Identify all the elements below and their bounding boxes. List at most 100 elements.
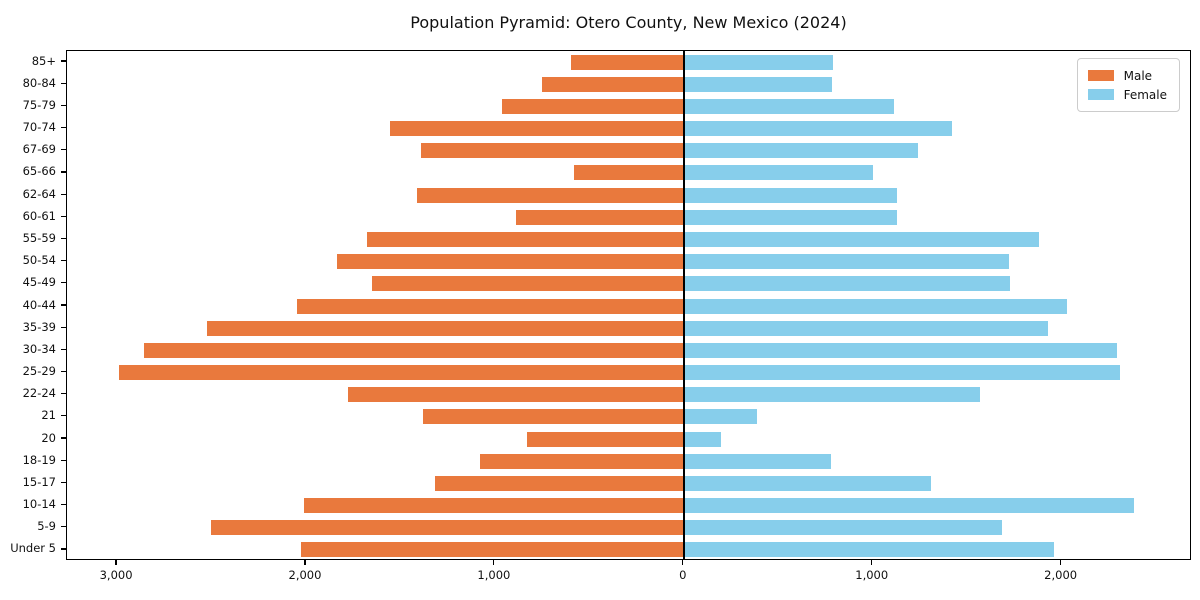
- y-tick-label: 85+: [31, 53, 56, 68]
- bar-male: [423, 409, 684, 425]
- y-tick-mark: [61, 149, 66, 151]
- y-tick-mark: [61, 326, 66, 328]
- bar-male: [527, 431, 684, 447]
- bar-male: [479, 453, 684, 469]
- bar-female: [683, 520, 1003, 536]
- x-tick-mark: [682, 560, 684, 565]
- bar-male: [542, 76, 684, 92]
- bar-male: [348, 387, 684, 403]
- y-tick-mark: [61, 370, 66, 373]
- y-tick-label: 75-79: [22, 97, 56, 112]
- bar-male: [417, 187, 684, 203]
- x-tick-label: 3,000: [99, 568, 133, 582]
- bar-male: [435, 475, 684, 491]
- y-tick-mark: [61, 127, 66, 129]
- y-tick-label: 62-64: [22, 186, 56, 201]
- y-tick-label: 80-84: [22, 75, 56, 90]
- y-tick-mark: [61, 260, 66, 262]
- y-tick-mark: [61, 481, 66, 483]
- bar-female: [683, 342, 1118, 358]
- y-tick-label: 65-66: [22, 164, 56, 179]
- legend-entry-female: Female: [1087, 85, 1167, 104]
- bar-male: [297, 298, 684, 314]
- y-tick-mark: [61, 393, 66, 395]
- y-tick-mark: [61, 282, 66, 284]
- x-tick-label: 1,000: [855, 568, 889, 582]
- y-tick-label: 55-59: [22, 230, 56, 245]
- bar-male: [372, 276, 684, 292]
- bar-female: [683, 365, 1121, 381]
- legend-male-label: Male: [1123, 68, 1153, 83]
- bar-female: [683, 542, 1055, 558]
- bar-male: [367, 231, 684, 247]
- bar-male: [337, 254, 684, 270]
- male-swatch-icon: [1087, 70, 1114, 81]
- y-tick-label: 67-69: [22, 142, 56, 157]
- y-tick-label: 70-74: [22, 120, 56, 135]
- y-tick-mark: [61, 526, 66, 528]
- bar-male: [210, 520, 684, 536]
- y-tick-label: 40-44: [22, 297, 56, 312]
- x-tick-label: 2,000: [288, 568, 322, 582]
- chart-title: Population Pyramid: Otero County, New Me…: [410, 13, 847, 32]
- y-tick-label: 10-14: [22, 497, 56, 512]
- y-tick-label: 21: [41, 408, 56, 423]
- x-tick-label: 2,000: [1044, 568, 1078, 582]
- legend: Male Female: [1076, 58, 1180, 112]
- legend-entry-male: Male: [1087, 66, 1167, 85]
- y-tick-mark: [61, 60, 66, 62]
- x-tick-mark: [493, 560, 495, 565]
- bar-female: [683, 231, 1039, 247]
- bar-female: [683, 76, 833, 92]
- y-tick-label: 60-61: [22, 208, 56, 223]
- y-tick-label: 5-9: [37, 519, 56, 534]
- y-tick-mark: [61, 415, 66, 417]
- y-tick-label: 20: [41, 430, 56, 445]
- y-tick-mark: [61, 304, 66, 306]
- y-tick-label: 15-17: [22, 474, 56, 489]
- zero-axis-line: [683, 51, 685, 559]
- bar-female: [683, 121, 953, 137]
- y-tick-label: 30-34: [22, 341, 56, 356]
- bar-male: [571, 54, 684, 70]
- y-tick-mark: [61, 237, 66, 240]
- bar-male: [304, 498, 684, 514]
- bar-female: [683, 276, 1010, 292]
- bar-female: [683, 98, 894, 114]
- y-tick-mark: [61, 548, 66, 550]
- y-tick-mark: [61, 82, 66, 84]
- bar-male: [206, 320, 684, 336]
- bar-female: [683, 387, 981, 403]
- bar-female: [683, 320, 1049, 336]
- y-tick-mark: [61, 459, 66, 461]
- bar-female: [683, 187, 898, 203]
- y-tick-label: 18-19: [22, 452, 56, 467]
- y-tick-mark: [61, 215, 66, 217]
- y-tick-mark: [61, 171, 66, 173]
- x-tick-label: 1,000: [477, 568, 511, 582]
- bar-female: [683, 431, 721, 447]
- bar-female: [683, 54, 834, 70]
- bar-male: [515, 209, 684, 225]
- bar-female: [683, 298, 1068, 314]
- x-tick-mark: [1060, 560, 1062, 565]
- legend-female-label: Female: [1123, 87, 1167, 102]
- female-swatch-icon: [1087, 89, 1114, 100]
- bar-female: [683, 165, 873, 181]
- y-tick-label: 50-54: [22, 253, 56, 268]
- bar-male: [143, 342, 684, 358]
- bar-female: [683, 498, 1135, 514]
- x-tick-label: 0: [679, 568, 687, 582]
- bar-male: [390, 121, 684, 137]
- y-tick-mark: [61, 193, 66, 195]
- bar-female: [683, 409, 758, 425]
- bar-male: [301, 542, 684, 558]
- y-tick-mark: [61, 503, 66, 506]
- y-tick-mark: [61, 104, 66, 107]
- bar-male: [421, 143, 684, 159]
- y-tick-label: 22-24: [22, 386, 56, 401]
- bar-female: [683, 209, 898, 225]
- x-tick-mark: [871, 560, 873, 565]
- plot-area: Male Female: [66, 50, 1191, 560]
